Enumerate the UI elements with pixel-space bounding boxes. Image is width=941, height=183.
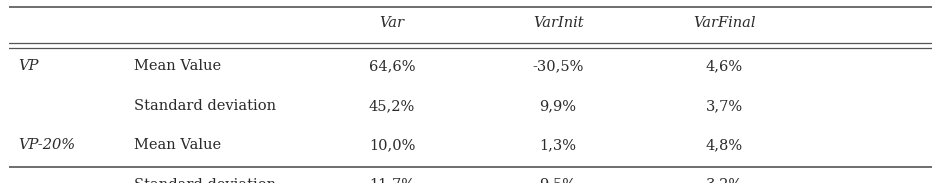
Text: Standard deviation: Standard deviation	[134, 178, 276, 183]
Text: 1,3%: 1,3%	[539, 138, 577, 152]
Text: Mean Value: Mean Value	[134, 59, 221, 73]
Text: 45,2%: 45,2%	[369, 99, 415, 113]
Text: 3,2%: 3,2%	[706, 178, 742, 183]
Text: 10,0%: 10,0%	[369, 138, 415, 152]
Text: VarFinal: VarFinal	[693, 16, 756, 30]
Text: 4,6%: 4,6%	[706, 59, 742, 73]
Text: 3,7%: 3,7%	[706, 99, 742, 113]
Text: 9,9%: 9,9%	[539, 99, 577, 113]
Text: 9,5%: 9,5%	[539, 178, 577, 183]
Text: VP-20%: VP-20%	[19, 138, 76, 152]
Text: 4,8%: 4,8%	[706, 138, 742, 152]
Text: VarInit: VarInit	[533, 16, 583, 30]
Text: Var: Var	[379, 16, 405, 30]
Text: VP: VP	[19, 59, 40, 73]
Text: 64,6%: 64,6%	[369, 59, 415, 73]
Text: -30,5%: -30,5%	[533, 59, 583, 73]
Text: 11,7%: 11,7%	[369, 178, 415, 183]
Text: Mean Value: Mean Value	[134, 138, 221, 152]
Text: Standard deviation: Standard deviation	[134, 99, 276, 113]
